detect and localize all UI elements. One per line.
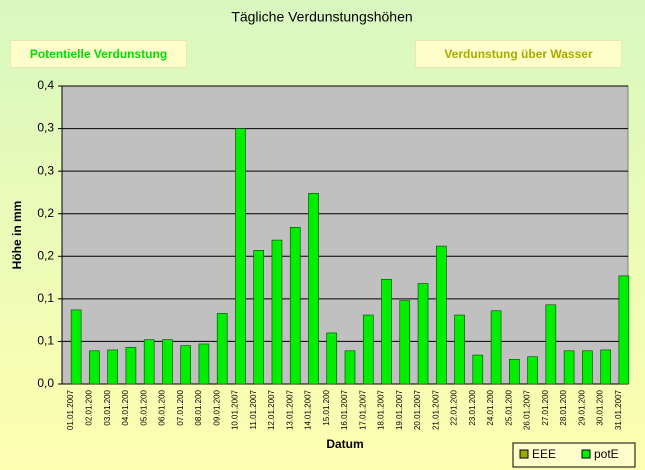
y-tick-label: 0,1 bbox=[37, 334, 54, 348]
x-tick-label: 28.01.200 bbox=[559, 389, 568, 425]
bar bbox=[326, 332, 338, 385]
y-tick-label: 0,3 bbox=[37, 163, 54, 177]
y-tick-label: 0,4 bbox=[37, 78, 54, 92]
legend-label: EEE bbox=[532, 447, 556, 461]
bar bbox=[563, 350, 575, 385]
y-tick-label: 0,3 bbox=[37, 121, 54, 135]
bar bbox=[582, 350, 593, 385]
x-tick-label: 24.01.200 bbox=[486, 389, 495, 425]
x-tick-label: 27.01.200 bbox=[541, 389, 550, 425]
x-tick-label: 11.01.2007 bbox=[249, 389, 258, 429]
y-tick-label: 0,2 bbox=[37, 248, 54, 262]
legend-swatch bbox=[519, 449, 529, 459]
legend-swatch bbox=[581, 449, 591, 459]
bar bbox=[289, 227, 301, 385]
x-tick-label: 16.01.2007 bbox=[340, 389, 349, 430]
chart-title: Tägliche Verdunstungshöhen bbox=[231, 9, 412, 25]
bar bbox=[545, 304, 557, 385]
bar bbox=[417, 283, 429, 385]
x-tick-label: 22.01.200 bbox=[450, 389, 459, 425]
bar bbox=[271, 239, 283, 385]
x-tick-label: 15.01.200 bbox=[322, 389, 331, 425]
bar bbox=[527, 356, 538, 385]
y-axis-label: Höhe in mm bbox=[10, 201, 24, 270]
x-tick-label: 10.01.2007 bbox=[231, 389, 240, 430]
bar bbox=[490, 310, 502, 385]
bar bbox=[180, 345, 191, 385]
bar bbox=[600, 349, 611, 385]
bar bbox=[454, 314, 465, 385]
x-tick-label: 12.01.2007 bbox=[267, 389, 276, 430]
bar bbox=[399, 300, 411, 385]
x-tick-label: 06.01.200 bbox=[158, 389, 167, 425]
plot-area bbox=[61, 85, 629, 385]
y-tick-label: 0,1 bbox=[37, 291, 54, 305]
x-tick-label: 14.01.2007 bbox=[304, 389, 313, 430]
bar bbox=[381, 278, 392, 385]
x-tick-label: 04.01.200 bbox=[121, 389, 130, 425]
x-tick-label: 26.01.2007 bbox=[523, 389, 532, 430]
bar bbox=[509, 359, 520, 385]
x-tick-label: 08.01.200 bbox=[194, 389, 203, 425]
x-tick-label: 02.01.200 bbox=[84, 389, 93, 425]
bar bbox=[143, 339, 155, 385]
y-tick-label: 0,2 bbox=[37, 206, 54, 220]
x-tick-label: 19.01.2007 bbox=[395, 389, 404, 430]
x-tick-label: 20.01.2007 bbox=[413, 389, 422, 430]
bar bbox=[89, 350, 100, 385]
legend-label: potE bbox=[594, 447, 619, 461]
bar bbox=[253, 250, 265, 385]
bar bbox=[235, 128, 246, 385]
bar bbox=[344, 350, 356, 385]
x-tick-label: 21.01.2007 bbox=[431, 389, 440, 430]
x-tick-label: 05.01.200 bbox=[139, 389, 148, 425]
x-tick-label: 13.01.2007 bbox=[285, 389, 294, 430]
y-tick-label: 0,0 bbox=[37, 376, 54, 390]
x-axis-label: Datum bbox=[326, 437, 363, 451]
x-tick-label: 03.01.200 bbox=[103, 389, 112, 425]
legend-box bbox=[512, 442, 636, 468]
x-tick-label: 29.01.200 bbox=[577, 389, 586, 425]
bar bbox=[162, 339, 173, 385]
bar bbox=[472, 354, 484, 385]
bar bbox=[107, 349, 118, 385]
x-tick-label: 18.01.2007 bbox=[377, 389, 386, 430]
x-tick-label: 01.01.2007 bbox=[66, 389, 75, 430]
x-tick-label: 31.01.2007 bbox=[614, 389, 623, 430]
x-tick-label: 17.01.2007 bbox=[358, 389, 367, 430]
bar bbox=[125, 347, 137, 385]
x-tick-label: 23.01.200 bbox=[468, 389, 477, 425]
bar bbox=[435, 245, 447, 385]
button[interactable]: Verdunstung über Wasser bbox=[415, 40, 622, 68]
x-tick-label: 30.01.200 bbox=[596, 389, 605, 425]
bar bbox=[362, 314, 374, 385]
x-tick-label: 25.01.200 bbox=[504, 389, 513, 425]
bar bbox=[308, 192, 319, 385]
bar bbox=[70, 309, 82, 385]
bar bbox=[198, 343, 210, 385]
bar bbox=[618, 275, 630, 385]
x-tick-label: 09.01.200 bbox=[212, 389, 221, 425]
x-tick-label: 07.01.200 bbox=[176, 389, 185, 425]
bar bbox=[216, 313, 228, 385]
button[interactable]: Potentielle Verdunstung bbox=[10, 40, 187, 68]
